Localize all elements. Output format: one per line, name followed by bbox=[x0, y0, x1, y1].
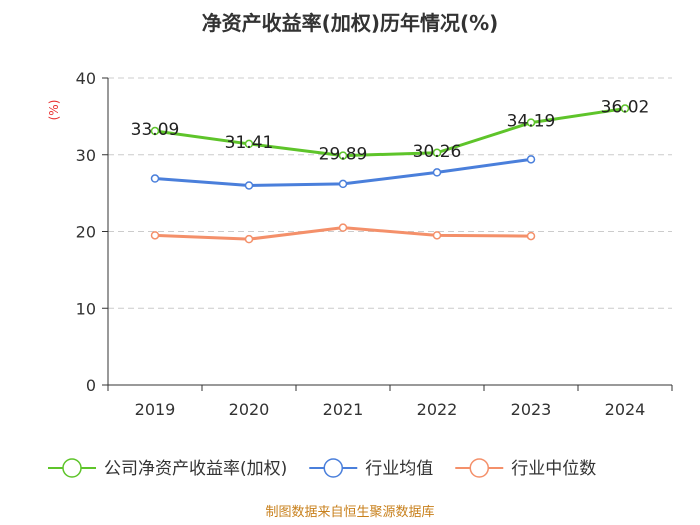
data-point bbox=[150, 174, 160, 183]
data-point bbox=[432, 168, 442, 177]
data-point bbox=[526, 231, 536, 241]
legend-label: 行业均值 bbox=[365, 459, 433, 479]
data-point bbox=[526, 155, 536, 164]
data-point bbox=[150, 231, 160, 240]
legend-item-0[interactable]: 公司净资产收益率(加权) bbox=[48, 458, 287, 479]
data-point bbox=[244, 139, 254, 149]
legend-item-2[interactable]: 行业中位数 bbox=[455, 458, 596, 479]
data-label: 33.09 bbox=[131, 120, 180, 140]
legend-marker bbox=[62, 458, 82, 478]
y-tick-label: 20 bbox=[76, 223, 96, 242]
x-tick-label: 2023 bbox=[511, 400, 552, 419]
series-layer: 33.09 31.41 29.89 30.26 34.19 36.02 bbox=[131, 98, 650, 244]
source-note: 制图数据来自恒生聚源数据库 bbox=[265, 504, 434, 520]
legend[interactable]: 公司净资产收益率(加权) 行业均值 行业中位数 bbox=[48, 458, 596, 479]
axes: 0 10 20 30 40 2019 2020 2021 2022 2023 2024 bbox=[76, 69, 673, 419]
legend-label: 公司净资产收益率(加权) bbox=[104, 459, 287, 479]
legend-marker bbox=[323, 458, 344, 478]
series-1 bbox=[150, 155, 536, 190]
data-point bbox=[150, 126, 160, 136]
series-line bbox=[154, 107, 626, 158]
y-tick-label: 0 bbox=[86, 376, 96, 395]
chart-title: 净资产收益率(加权)历年情况(%) bbox=[202, 11, 499, 35]
data-point bbox=[432, 148, 442, 158]
data-label: 36.02 bbox=[601, 98, 650, 118]
x-tick-label: 2020 bbox=[229, 400, 270, 419]
grid-lines bbox=[108, 77, 672, 309]
y-tick-label: 10 bbox=[76, 299, 96, 318]
data-point bbox=[244, 181, 254, 190]
legend-item-1[interactable]: 行业均值 bbox=[309, 458, 433, 479]
x-tick-label: 2021 bbox=[323, 400, 364, 419]
y-axis-unit-label: (%) bbox=[47, 100, 61, 121]
data-point bbox=[432, 231, 442, 240]
data-label: 34.19 bbox=[507, 112, 556, 132]
data-point bbox=[620, 104, 630, 113]
data-label: 29.89 bbox=[319, 145, 368, 165]
data-point bbox=[244, 234, 254, 244]
legend-marker bbox=[469, 458, 490, 478]
x-tick-label: 2022 bbox=[417, 400, 458, 419]
y-tick-label: 30 bbox=[76, 146, 96, 165]
series-0 bbox=[150, 104, 630, 160]
x-tick-label: 2024 bbox=[605, 400, 646, 419]
data-point bbox=[338, 151, 348, 160]
data-label: 31.41 bbox=[225, 133, 274, 153]
data-point bbox=[338, 223, 348, 232]
legend-label: 行业中位数 bbox=[511, 459, 596, 479]
y-tick-label: 40 bbox=[76, 69, 96, 88]
series-2 bbox=[150, 223, 536, 244]
data-point bbox=[526, 118, 536, 127]
data-point bbox=[338, 179, 348, 189]
data-label: 30.26 bbox=[413, 142, 462, 162]
x-tick-label: 2019 bbox=[135, 400, 176, 419]
